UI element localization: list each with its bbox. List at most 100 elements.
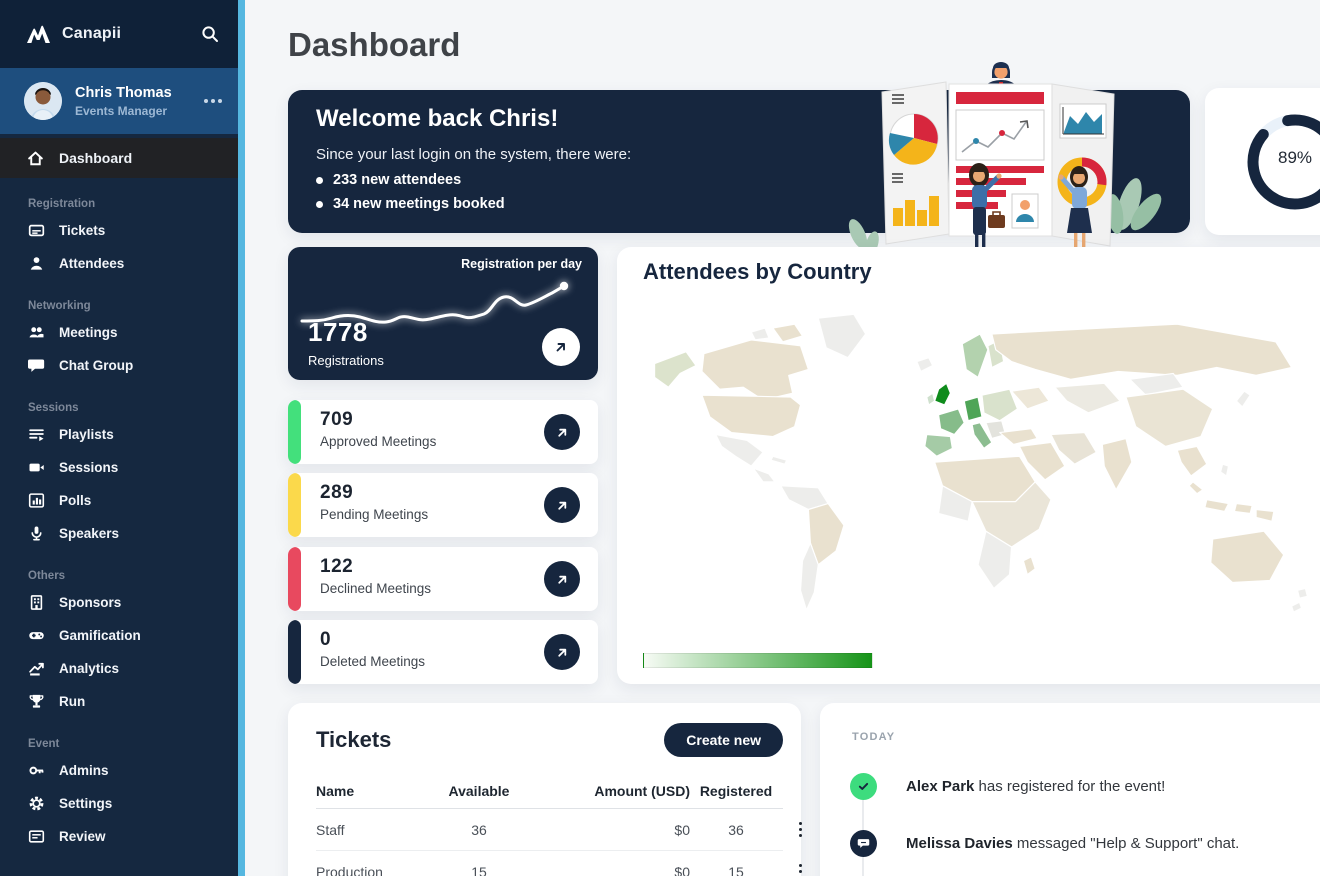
- sidebar-item-label: Attendees: [59, 256, 125, 271]
- column-header-available: Available: [448, 782, 510, 799]
- completion-percent: 89%: [1277, 148, 1313, 167]
- sidebar-item-dashboard[interactable]: Dashboard: [0, 138, 238, 178]
- activity-actor: Melissa Davies: [906, 835, 1013, 852]
- tickets-title: Tickets: [316, 727, 392, 752]
- ticket-name: Staff: [316, 821, 345, 838]
- sidebar-item-polls[interactable]: Polls: [0, 484, 238, 517]
- profile-menu-icon[interactable]: [204, 99, 222, 103]
- ticket-name: Production: [316, 863, 383, 876]
- deleted-meetings-card: 0 Deleted Meetings: [288, 620, 598, 684]
- microphone-icon: [31, 526, 42, 541]
- bar-chart-icon: [28, 493, 45, 508]
- map-gradient-legend: [643, 653, 873, 668]
- canapii-logo-icon: [27, 25, 50, 43]
- sidebar-item-label: Sponsors: [59, 595, 122, 610]
- sidebar-item-attendees[interactable]: Attendees: [0, 247, 238, 280]
- stat-value: 0: [320, 629, 332, 650]
- activity-feed-card: TODAY Alex Park has registered for the e…: [820, 703, 1320, 876]
- activity-item[interactable]: Alex Park has registered for the event!: [850, 773, 1165, 800]
- sidebar-item-label: Meetings: [59, 325, 118, 340]
- declined-meetings-open-button[interactable]: [544, 561, 580, 597]
- stat-value: 709: [320, 409, 354, 430]
- section-label-sessions: Sessions: [28, 402, 79, 414]
- section-label-others: Others: [28, 570, 66, 582]
- create-new-button[interactable]: Create new: [664, 723, 783, 757]
- tickets-table: Name Available Amount (USD) Registered S…: [316, 773, 802, 876]
- sidebar-scrollbar[interactable]: [238, 0, 245, 876]
- people-icon: [29, 327, 44, 338]
- pending-meetings-open-button[interactable]: [544, 487, 580, 523]
- activity-item[interactable]: Melissa Davies messaged "Help & Support"…: [850, 830, 1239, 857]
- sidebar-item-label: Analytics: [59, 661, 120, 676]
- approved-meetings-card: 709 Approved Meetings: [288, 400, 598, 464]
- deleted-meetings-open-button[interactable]: [544, 634, 580, 670]
- activity-text: Melissa Davies messaged "Help & Support"…: [906, 835, 1240, 852]
- sidebar-item-label: Speakers: [59, 526, 120, 541]
- stat-accent-bar: [288, 547, 301, 611]
- row-menu-icon[interactable]: [782, 821, 802, 838]
- welcome-bullet: 233 new attendees: [316, 172, 1190, 188]
- stat-label: Approved Meetings: [320, 434, 437, 449]
- sidebar-item-label: Settings: [59, 796, 113, 811]
- sidebar-item-playlists[interactable]: Playlists: [0, 418, 238, 451]
- column-header-registered: Registered: [699, 782, 773, 799]
- profile-role: Events Manager: [75, 103, 168, 118]
- section-label-registration: Registration: [28, 198, 96, 210]
- sidebar-item-label: Playlists: [59, 427, 114, 442]
- tickets-table-header: Name Available Amount (USD) Registered: [316, 773, 783, 809]
- sidebar-item-analytics[interactable]: Analytics: [0, 652, 238, 685]
- profile-name: Chris Thomas: [75, 84, 172, 101]
- sidebar-item-gamification[interactable]: Gamification: [0, 619, 238, 652]
- sidebar-item-sponsors[interactable]: Sponsors: [0, 586, 238, 619]
- sidebar-item-meetings[interactable]: Meetings: [0, 316, 238, 349]
- arrow-up-right-icon: [557, 428, 566, 437]
- arrow-up-right-icon: [557, 575, 566, 584]
- chat-bubble-icon: [28, 359, 45, 372]
- ticket-amount: $0: [674, 821, 690, 838]
- sidebar-item-sessions[interactable]: Sessions: [0, 451, 238, 484]
- sidebar-item-label: Review: [59, 829, 106, 844]
- stat-accent-bar: [288, 400, 301, 464]
- tickets-card: Tickets Create new Name Available Amount…: [288, 703, 802, 876]
- stat-label: Declined Meetings: [320, 581, 432, 596]
- sidebar-item-chat-group[interactable]: Chat Group: [0, 349, 238, 382]
- registration-card-title: Registration per day: [461, 257, 582, 271]
- sidebar-item-run[interactable]: Run: [0, 685, 238, 718]
- column-header-amount: Amount (USD): [594, 782, 690, 799]
- arrow-up-right-icon: [556, 343, 565, 352]
- stat-value: 122: [320, 556, 354, 577]
- activity-actor: Alex Park: [906, 778, 975, 795]
- sidebar-item-admins[interactable]: Admins: [0, 754, 238, 787]
- check-icon: [850, 773, 877, 800]
- ticket-amount: $0: [674, 863, 690, 876]
- table-row[interactable]: Production 15 $0 15: [316, 851, 802, 876]
- completion-card: 89%: [1205, 88, 1320, 235]
- sidebar-item-speakers[interactable]: Speakers: [0, 517, 238, 550]
- home-icon: [28, 151, 43, 165]
- row-menu-icon[interactable]: [782, 863, 802, 876]
- video-camera-icon: [29, 463, 44, 472]
- arrow-up-right-icon: [557, 501, 566, 510]
- welcome-card: Welcome back Chris! Since your last logi…: [288, 62, 1190, 257]
- welcome-bullet: 34 new meetings booked: [316, 196, 1190, 212]
- sidebar-item-settings[interactable]: Settings: [0, 787, 238, 820]
- search-icon[interactable]: [200, 24, 220, 44]
- sidebar-item-tickets[interactable]: Tickets: [0, 214, 238, 247]
- ticket-registered: 36: [728, 821, 744, 838]
- registration-open-button[interactable]: [542, 328, 580, 366]
- registration-sparkline-chart: [300, 281, 569, 324]
- arrow-up-right-icon: [557, 648, 566, 657]
- user-profile[interactable]: Chris Thomas Events Manager: [0, 68, 238, 134]
- stat-label: Deleted Meetings: [320, 654, 426, 669]
- world-choropleth-map[interactable]: [625, 299, 1320, 649]
- pending-meetings-card: 289 Pending Meetings: [288, 473, 598, 537]
- key-icon: [29, 766, 44, 775]
- declined-meetings-card: 122 Declined Meetings: [288, 547, 598, 611]
- sidebar-item-review[interactable]: Review: [0, 820, 238, 853]
- approved-meetings-open-button[interactable]: [544, 414, 580, 450]
- ticket-icon: [28, 224, 45, 237]
- table-row[interactable]: Staff 36 $0 36: [316, 809, 802, 851]
- avatar: [24, 82, 62, 120]
- sidebar-header: Canapii: [0, 0, 238, 68]
- trend-line-icon: [29, 662, 44, 676]
